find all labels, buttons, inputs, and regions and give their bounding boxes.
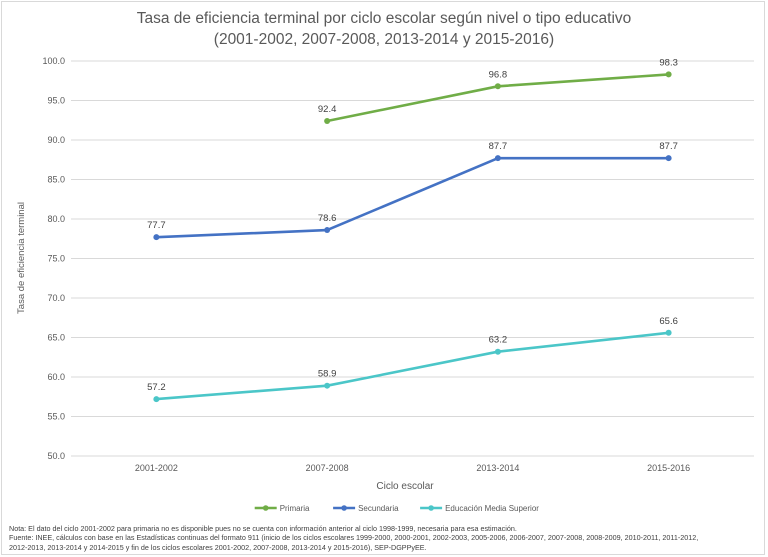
y-axis-ticks: 50.0 55.0 60.0 65.0 70.0 75.0 80.0 85.0 90.0 95.0… [42, 56, 65, 461]
x-tick-label: 2007-2008 [306, 463, 349, 473]
data-point [494, 348, 501, 355]
data-point [153, 234, 160, 241]
y-tick-label: 100.0 [42, 56, 65, 66]
y-tick-label: 50.0 [47, 451, 65, 461]
data-label: 58.9 [318, 369, 337, 380]
y-tick-label: 70.0 [47, 293, 65, 303]
data-point [324, 118, 331, 125]
source-line-continued: 2012-2013, 2013-2014 y 2014-2015 y fin d… [9, 542, 427, 552]
grid-lines [71, 60, 754, 457]
data-label: 78.6 [318, 213, 337, 224]
data-label: 96.8 [489, 69, 508, 80]
x-axis-ticks: 2001-2002 2007-2008 2013-2014 2015-2016 [135, 463, 690, 473]
chart-title: Tasa de eficiencia terminal por ciclo es… [136, 10, 632, 27]
data-point [324, 382, 331, 389]
data-label: 87.7 [489, 141, 508, 152]
note-line: Nota: El dato del ciclo 2001-2002 para p… [9, 524, 517, 533]
series-line-0 [326, 73, 669, 123]
data-point [494, 83, 501, 90]
x-tick-label: 2015-2016 [647, 463, 690, 473]
data-label: 63.2 [489, 335, 508, 346]
data-label: 87.7 [659, 141, 678, 152]
data-point [665, 155, 672, 162]
series-line-2 [156, 331, 669, 401]
data-point [665, 329, 672, 336]
data-point [324, 227, 331, 234]
x-tick-label: 2001-2002 [135, 463, 178, 473]
y-tick-label: 75.0 [47, 254, 65, 264]
y-tick-label: 55.0 [47, 412, 65, 422]
chart-subtitle: (2001-2002, 2007-2008, 2013-2014 y 2015-… [213, 31, 555, 48]
series-line-1 [156, 156, 669, 239]
data-point [494, 155, 501, 162]
legend-label: Educación Media Superior [445, 504, 539, 513]
footnotes: Nota: El dato del ciclo 2001-2002 para p… [9, 524, 761, 552]
legend-marker [262, 505, 269, 511]
y-tick-label: 65.0 [47, 333, 65, 343]
y-axis-label: Tasa de eficiencia terminal [16, 202, 27, 314]
legend: Primaria Secundaria Educación Media Superi… [254, 504, 539, 513]
data-point [153, 396, 160, 403]
y-tick-label: 95.0 [47, 96, 65, 106]
y-tick-label: 90.0 [47, 135, 65, 145]
x-tick-label: 2013-2014 [476, 463, 519, 473]
data-label: 65.6 [659, 316, 678, 327]
legend-marker [341, 505, 347, 511]
data-label: 92.4 [318, 104, 337, 115]
legend-marker [428, 505, 434, 511]
data-label: 77.7 [147, 220, 166, 231]
data-label: 98.3 [659, 57, 678, 68]
y-tick-label: 80.0 [47, 214, 65, 224]
legend-label: Secundaria [358, 504, 399, 513]
source-line: Fuente: INEE, cálculos con base en las E… [9, 533, 699, 543]
line-chart: 50.0 55.0 60.0 65.0 70.0 75.0 80.0 85.0 90.0 95.0… [16, 56, 754, 513]
y-tick-label: 85.0 [47, 175, 65, 185]
data-labels: 92.4 96.8 98.3 77.7 78.6 87.7 87.7 57.2 58.9 63.2… [147, 57, 678, 393]
data-label: 57.2 [147, 382, 166, 393]
x-axis-label: Ciclo escolar [376, 481, 434, 492]
data-point [665, 71, 672, 78]
legend-label: Primaria [280, 504, 310, 513]
y-tick-label: 60.0 [47, 372, 65, 382]
series-lines [153, 71, 672, 403]
